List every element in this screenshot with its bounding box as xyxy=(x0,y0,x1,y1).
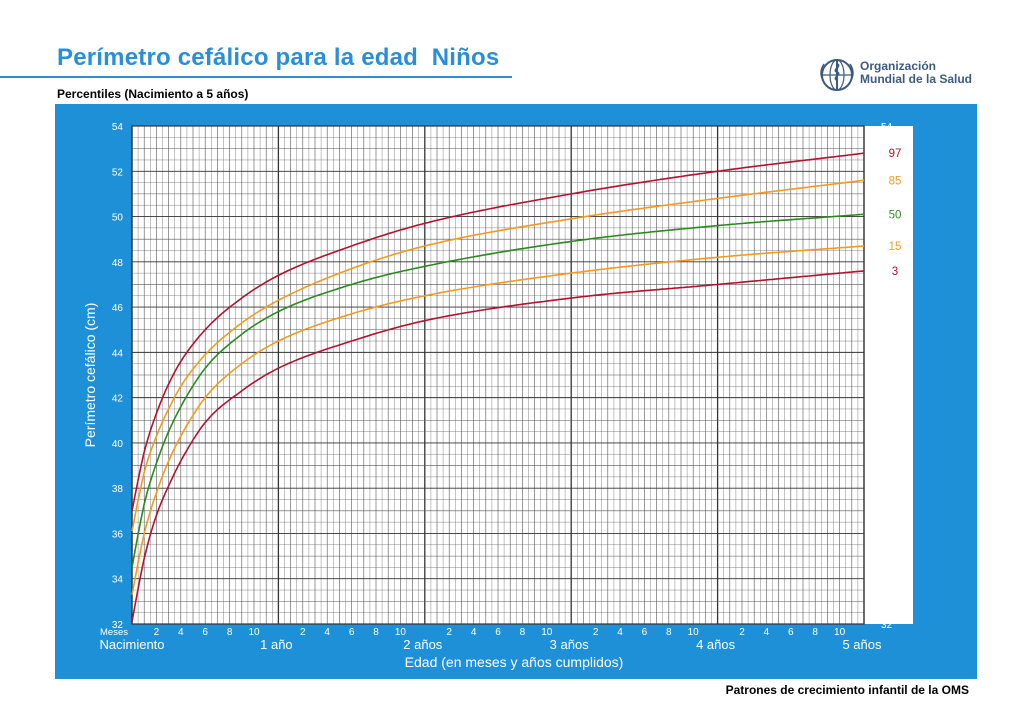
y-tick-label-right: 46 xyxy=(881,303,893,314)
x-month-tick-label: 6 xyxy=(495,627,501,638)
x-month-tick-label: 4 xyxy=(178,627,184,638)
y-tick-label-left: 54 xyxy=(112,122,124,133)
percentile-label-97: 97 xyxy=(889,148,902,160)
x-month-tick-label: 8 xyxy=(227,627,233,638)
x-month-tick-label: 4 xyxy=(617,627,623,638)
x-month-tick-label: 10 xyxy=(834,627,846,638)
y-tick-label-right: 52 xyxy=(881,167,893,178)
x-month-tick-label: 8 xyxy=(666,627,672,638)
title-underline xyxy=(0,76,512,78)
x-month-tick-label: 4 xyxy=(471,627,477,638)
who-logo-line1: Organización xyxy=(860,59,937,73)
x-year-label: Nacimiento xyxy=(99,637,164,652)
page-title: Perímetro cefálico para la edad Niños xyxy=(57,44,500,71)
x-month-tick-label: 6 xyxy=(349,627,355,638)
page-subtitle: Percentiles (Nacimiento a 5 años) xyxy=(57,87,249,101)
percentile-label-15: 15 xyxy=(889,241,902,253)
x-month-tick-label: 2 xyxy=(300,627,306,638)
x-month-tick-label: 4 xyxy=(324,627,330,638)
y-tick-label-right: 42 xyxy=(881,394,893,405)
y-tick-label-right: 32 xyxy=(881,620,893,631)
y-tick-label-left: 34 xyxy=(112,575,124,586)
percentile-label-area xyxy=(878,126,913,624)
x-year-label: 1 año xyxy=(260,637,293,652)
percentile-line-85 xyxy=(131,179,865,532)
x-year-label: 3 años xyxy=(550,637,590,652)
y-tick-label-right: 50 xyxy=(881,213,893,224)
x-month-tick-label: 2 xyxy=(593,627,599,638)
who-logo: Organización Mundial de la Salud xyxy=(818,56,978,96)
percentile-lines: 97 85 50 15 3 xyxy=(131,148,902,622)
y-tick-label-right: 54 xyxy=(881,122,893,133)
y-tick-label-right: 40 xyxy=(881,439,893,450)
y-tick-label-left: 42 xyxy=(112,394,124,405)
x-year-label: 4 años xyxy=(696,637,736,652)
y-tick-label-right: 38 xyxy=(881,484,893,495)
x-month-tick-label: 6 xyxy=(202,627,208,638)
x-month-tick-label: 10 xyxy=(395,627,407,638)
plot-border xyxy=(131,125,865,625)
y-tick-label-left: 44 xyxy=(112,348,124,359)
y-axis-label: Perímetro cefálico (cm) xyxy=(82,303,98,448)
x-month-tick-label: 2 xyxy=(739,627,745,638)
y-tick-label-left: 48 xyxy=(112,258,124,269)
x-month-tick-label: 6 xyxy=(788,627,794,638)
x-month-tick-label: 8 xyxy=(373,627,379,638)
who-logo-text: Organización Mundial de la Salud xyxy=(860,60,972,86)
x-month-tick-label: 10 xyxy=(688,627,700,638)
x-month-tick-label: 6 xyxy=(642,627,648,638)
x-month-tick-label: 10 xyxy=(248,627,260,638)
percentile-line-50 xyxy=(131,213,865,568)
x-month-tick-label: 2 xyxy=(154,627,160,638)
grid-lines xyxy=(131,125,865,625)
y-tick-label-left: 40 xyxy=(112,439,124,450)
percentile-line-15 xyxy=(131,245,865,595)
y-tick-label-right: 36 xyxy=(881,529,893,540)
x-month-tick-label: 8 xyxy=(812,627,818,638)
percentile-label-3: 3 xyxy=(892,266,898,278)
y-tick-label-left: 46 xyxy=(112,303,124,314)
y-tick-label-left: 52 xyxy=(112,167,124,178)
x-year-label: 2 años xyxy=(403,637,443,652)
y-tick-label-right: 48 xyxy=(881,258,893,269)
x-axis-label: Edad (en meses y años cumplidos) xyxy=(405,654,624,670)
percentile-label-85: 85 xyxy=(889,175,902,187)
who-emblem-icon xyxy=(820,59,854,91)
x-month-tick-label: 10 xyxy=(541,627,553,638)
percentile-line-3 xyxy=(131,270,865,622)
y-tick-label-left: 36 xyxy=(112,529,124,540)
y-tick-label-left: 50 xyxy=(112,213,124,224)
y-tick-label-left: 32 xyxy=(112,620,124,631)
y-tick-label-right: 44 xyxy=(881,348,893,359)
who-logo-line2: Mundial de la Salud xyxy=(860,72,973,86)
y-tick-label-right: 34 xyxy=(881,575,893,586)
y-tick-label-left: 38 xyxy=(112,484,124,495)
footer-source: Patrones de crecimiento infantil de la O… xyxy=(725,683,969,697)
x-month-tick-label: 4 xyxy=(764,627,770,638)
x-month-tick-label: 8 xyxy=(520,627,526,638)
percentile-line-97 xyxy=(131,152,865,511)
x-month-tick-label: 2 xyxy=(446,627,452,638)
x-month-prefix: Meses xyxy=(100,627,128,638)
percentile-label-50: 50 xyxy=(889,209,902,221)
x-year-label: 5 años xyxy=(842,637,882,652)
